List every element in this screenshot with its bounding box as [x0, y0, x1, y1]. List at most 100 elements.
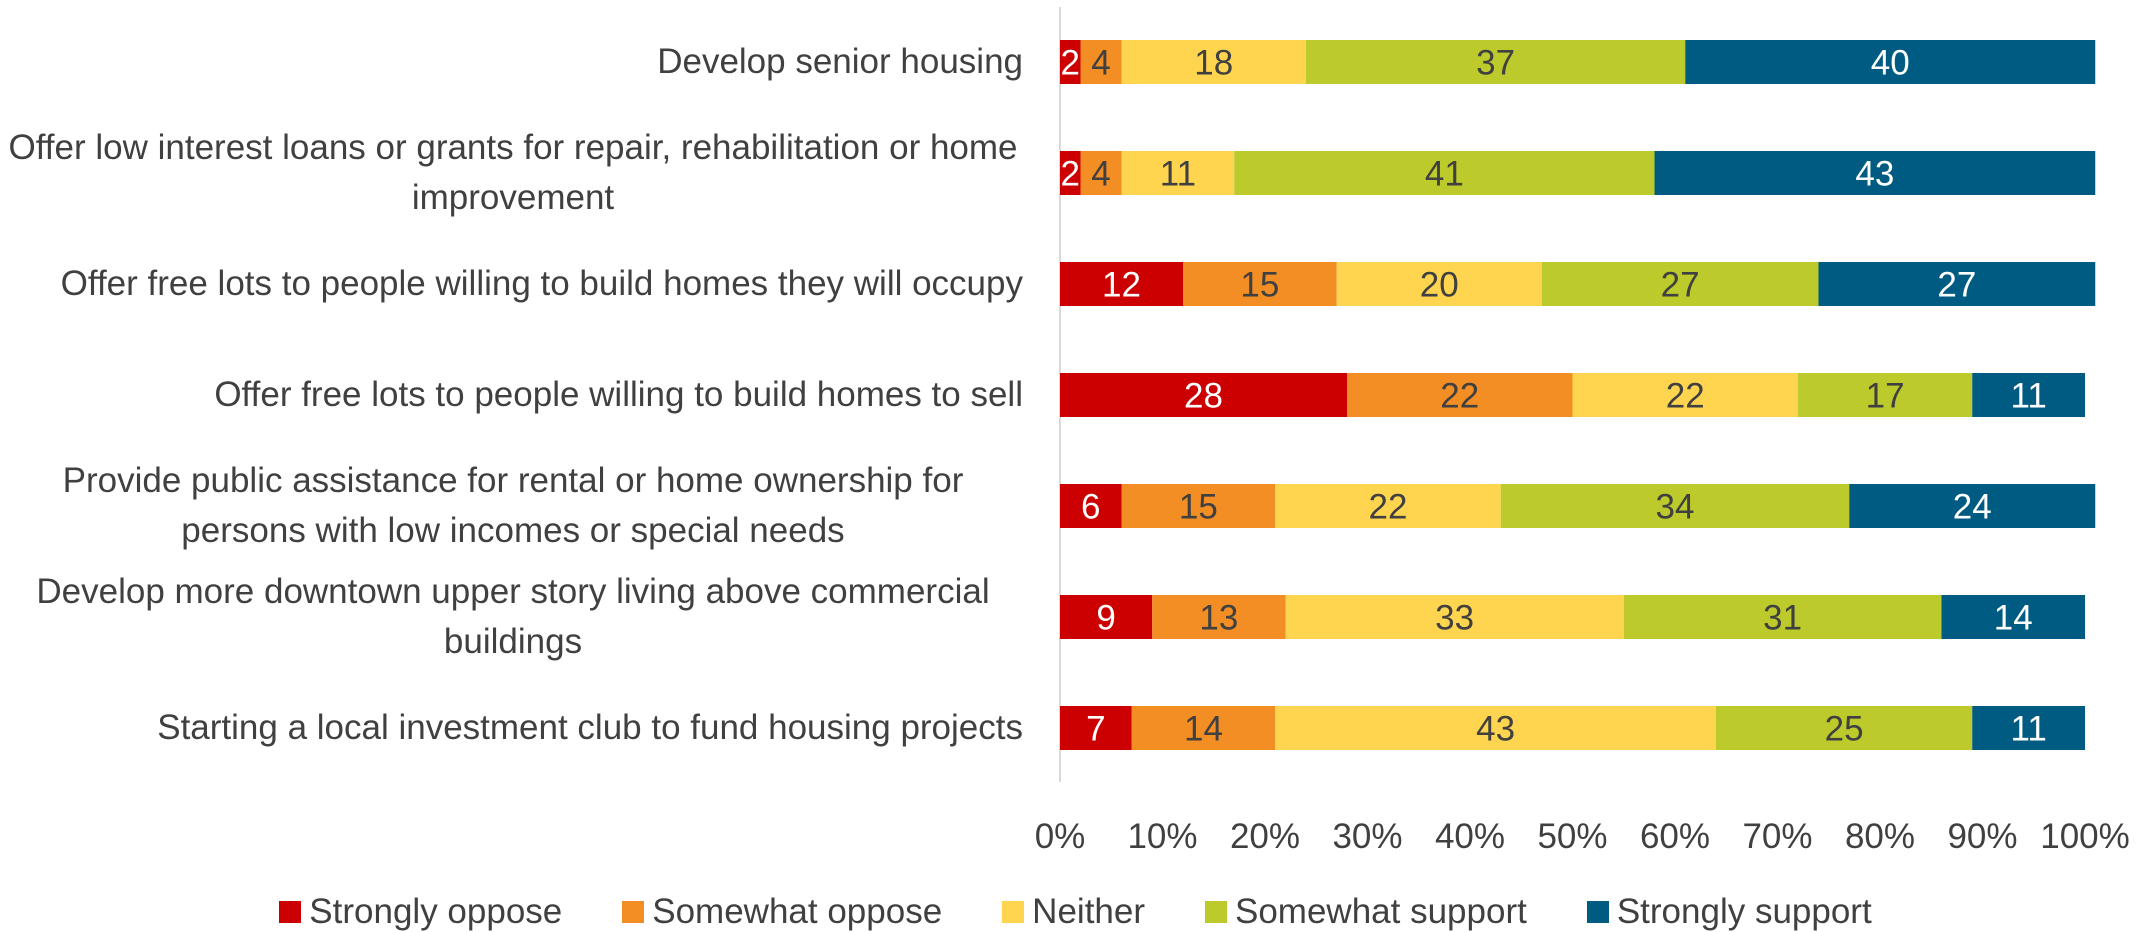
data-label: 31: [1763, 599, 1802, 638]
data-label: 24: [1953, 488, 1992, 527]
legend-label: Somewhat support: [1235, 892, 1527, 931]
bar-segment: [1972, 373, 2085, 417]
bar-segment: [1849, 484, 2096, 528]
data-label: 2: [1061, 44, 1080, 83]
data-label: 40: [1871, 44, 1910, 83]
data-label: 22: [1666, 377, 1705, 416]
x-tick-label: 100%: [2040, 817, 2130, 856]
data-label: 20: [1420, 266, 1459, 305]
bar-segment: [1060, 484, 1122, 528]
x-tick-label: 90%: [1947, 817, 2018, 856]
data-label: 27: [1937, 266, 1976, 305]
legend-swatch: [1205, 901, 1227, 923]
data-label: 22: [1440, 377, 1479, 416]
bar-segment: [1623, 595, 1942, 639]
data-label: 43: [1476, 710, 1515, 749]
data-label: 12: [1102, 266, 1141, 305]
x-tick-label: 10%: [1127, 817, 1198, 856]
bar-segment: [1234, 151, 1655, 195]
x-tick-label: 70%: [1742, 817, 1813, 856]
bar-segment: [1060, 595, 1153, 639]
bar-segment: [1080, 151, 1122, 195]
bar-segment: [1121, 151, 1235, 195]
data-label: 14: [1994, 599, 2033, 638]
bar-segment: [1131, 706, 1276, 750]
data-label: 28: [1184, 377, 1223, 416]
legend-swatch: [279, 901, 302, 923]
data-label: 41: [1425, 155, 1464, 194]
legend-swatch: [1586, 901, 1609, 923]
bar-segment: [1347, 373, 1573, 417]
category-label: Offer free lots to people willing to bui…: [214, 375, 1023, 414]
bar-segment: [1818, 262, 2096, 306]
bar-segment: [1060, 40, 1081, 84]
data-label: 34: [1656, 488, 1695, 527]
data-label: 4: [1091, 44, 1110, 83]
category-label: Offer free lots to people willing to bui…: [60, 264, 1023, 303]
bar-segment: [1275, 484, 1501, 528]
bar-segment: [1685, 40, 2096, 84]
bar-segment: [1654, 151, 2096, 195]
x-tick-label: 50%: [1537, 817, 1608, 856]
x-tick-label: 0%: [1034, 817, 1086, 856]
data-label: 2: [1061, 155, 1080, 194]
bar-segment: [1121, 484, 1276, 528]
data-label: 43: [1855, 155, 1894, 194]
data-label: 9: [1096, 599, 1115, 638]
bar-segment: [1275, 706, 1716, 750]
data-label: 15: [1179, 488, 1218, 527]
legend-label: Neither: [1032, 892, 1145, 931]
bar-segment: [1060, 706, 1132, 750]
x-tick-label: 80%: [1844, 817, 1916, 856]
bar-segment: [1152, 595, 1286, 639]
data-label: 4: [1091, 155, 1110, 194]
data-label: 6: [1081, 488, 1100, 527]
data-label: 13: [1199, 599, 1238, 638]
bar-segment: [1500, 484, 1850, 528]
data-label: 22: [1369, 488, 1408, 527]
data-label: 11: [2010, 710, 2046, 749]
legend-label: Strongly support: [1616, 892, 1872, 931]
bar-segment: [1941, 595, 2085, 639]
bar-segment: [1972, 706, 2085, 750]
category-label: Develop senior housing: [657, 42, 1023, 81]
data-label: 14: [1184, 710, 1223, 749]
data-label: 37: [1476, 44, 1515, 83]
data-label: 15: [1240, 266, 1279, 305]
category-label: Provide public assistance for rental or …: [62, 461, 964, 550]
legend-label: Somewhat oppose: [652, 892, 943, 931]
category-label: Starting a local investment club to fund…: [157, 708, 1023, 747]
x-tick-label: 40%: [1434, 817, 1506, 856]
bar-segment: [1060, 373, 1347, 417]
bar-segment: [1060, 151, 1081, 195]
x-tick-label: 30%: [1332, 817, 1403, 856]
data-label: 7: [1086, 710, 1105, 749]
legend-item: Somewhat support: [1205, 892, 1527, 932]
category-label: Develop more downtown upper story living…: [36, 572, 990, 661]
legend: Strongly oppose Somewhat oppose Neither Som…: [0, 892, 2151, 932]
data-label: 33: [1435, 599, 1474, 638]
data-label: 18: [1194, 44, 1233, 83]
bar-segment: [1336, 262, 1542, 306]
bar-segment: [1716, 706, 1973, 750]
bar-segment: [1060, 262, 1183, 306]
legend-item: Strongly support: [1586, 892, 1872, 932]
category-label: Offer low interest loans or grants for r…: [8, 128, 1018, 217]
x-tick-label: 20%: [1229, 817, 1301, 856]
bar-segment: [1080, 40, 1122, 84]
x-tick-label: 60%: [1639, 817, 1711, 856]
legend-item: Strongly oppose: [279, 892, 562, 932]
bar-segment: [1285, 595, 1624, 639]
legend-item: Neither: [1002, 892, 1145, 932]
legend-label: Strongly oppose: [309, 892, 563, 931]
legend-swatch: [622, 901, 645, 923]
bar-segment: [1306, 40, 1686, 84]
bar-segment: [1541, 262, 1819, 306]
data-label: 25: [1825, 710, 1864, 749]
bar-segment: [1798, 373, 1973, 417]
bar-segment: [1121, 40, 1306, 84]
data-label: 11: [2010, 377, 2046, 416]
data-label: 17: [1866, 377, 1905, 416]
